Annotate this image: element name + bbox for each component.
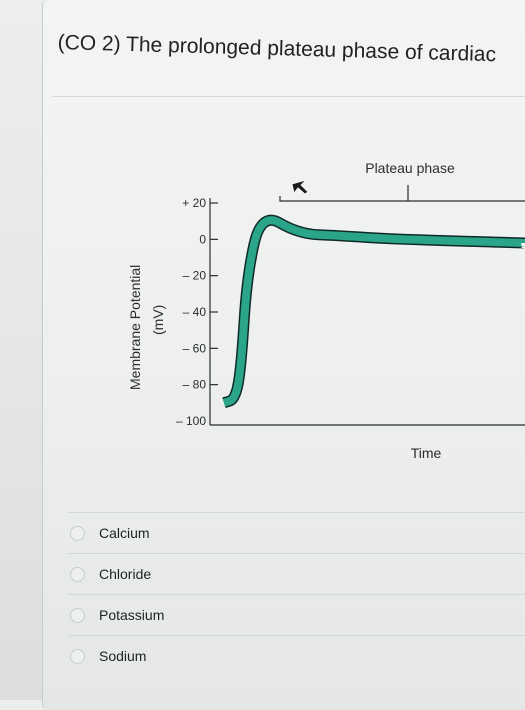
radio-icon[interactable]: [70, 566, 85, 582]
trace-line: [222, 216, 525, 407]
option-potassium[interactable]: Potassium: [68, 594, 525, 635]
option-sodium[interactable]: Sodium: [68, 635, 525, 676]
y-tick-label: 0: [199, 232, 206, 246]
option-label: Chloride: [99, 566, 152, 582]
mouse-cursor-icon: [291, 179, 309, 195]
question-card: [42, 0, 525, 710]
plateau-phase-label: Plateau phase: [365, 160, 455, 176]
membrane-trace: [222, 214, 525, 409]
y-tick-label: – 60: [183, 341, 207, 355]
y-tick-label: – 80: [183, 378, 207, 392]
answer-options: Calcium Chloride Potassium Sodium: [68, 512, 525, 676]
option-calcium[interactable]: Calcium: [68, 512, 525, 553]
divider: [52, 96, 525, 97]
option-label: Sodium: [99, 648, 147, 664]
y-axis-label: Membrane Potential: [127, 265, 143, 390]
radio-icon[interactable]: [70, 648, 85, 664]
y-tick-label: + 20: [182, 196, 206, 210]
y-tick-label: – 40: [183, 305, 207, 319]
option-chloride[interactable]: Chloride: [68, 553, 525, 594]
trace-outline: [222, 214, 525, 409]
radio-icon[interactable]: [70, 607, 85, 623]
option-label: Potassium: [99, 607, 165, 623]
x-axis-label: Time: [411, 445, 442, 461]
option-label: Calcium: [99, 525, 150, 541]
y-tick-label: – 20: [183, 269, 207, 283]
radio-icon[interactable]: [70, 525, 85, 541]
plateau-bracket: [279, 196, 525, 202]
y-ticks: + 20 0 – 20 – 40 – 60 – 80 – 100: [176, 196, 218, 428]
y-axis-unit: (mV): [150, 305, 166, 335]
y-tick-label: – 100: [176, 414, 206, 428]
